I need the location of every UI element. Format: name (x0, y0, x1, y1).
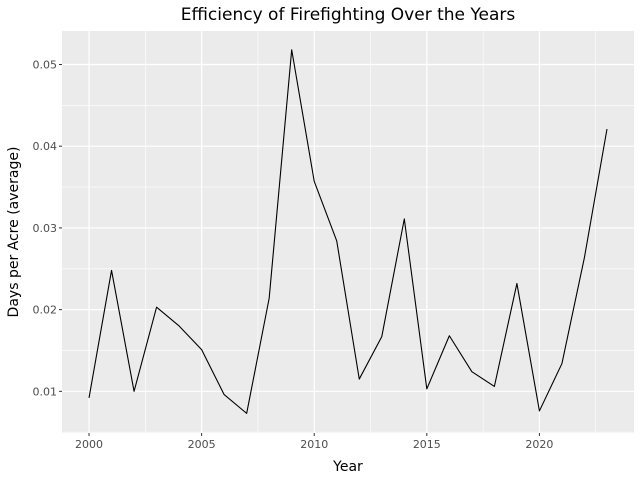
y-tick-label: 0.05 (33, 59, 58, 72)
x-axis-ticks: 2000 2005 2010 2015 2020 (75, 433, 553, 451)
x-tick-label: 2000 (75, 438, 103, 451)
y-axis-ticks: 0.01 0.02 0.03 0.04 0.05 (33, 59, 62, 398)
chart-title: Efficiency of Firefighting Over the Year… (181, 5, 516, 25)
y-tick-label: 0.02 (33, 304, 58, 317)
series-line (88, 49, 608, 414)
minor-grid (62, 31, 634, 433)
y-tick-label: 0.04 (33, 140, 58, 153)
x-tick-label: 2020 (525, 438, 553, 451)
y-tick-label: 0.03 (33, 222, 58, 235)
y-tick-label: 0.01 (33, 385, 58, 398)
plot-panel (62, 31, 634, 433)
series-layer (88, 49, 608, 414)
y-axis-label: Days per Acre (average) (6, 147, 22, 318)
x-tick-label: 2015 (413, 438, 441, 451)
x-tick-label: 2005 (188, 438, 216, 451)
x-axis-label: Year (332, 459, 363, 475)
x-tick-label: 2010 (300, 438, 328, 451)
